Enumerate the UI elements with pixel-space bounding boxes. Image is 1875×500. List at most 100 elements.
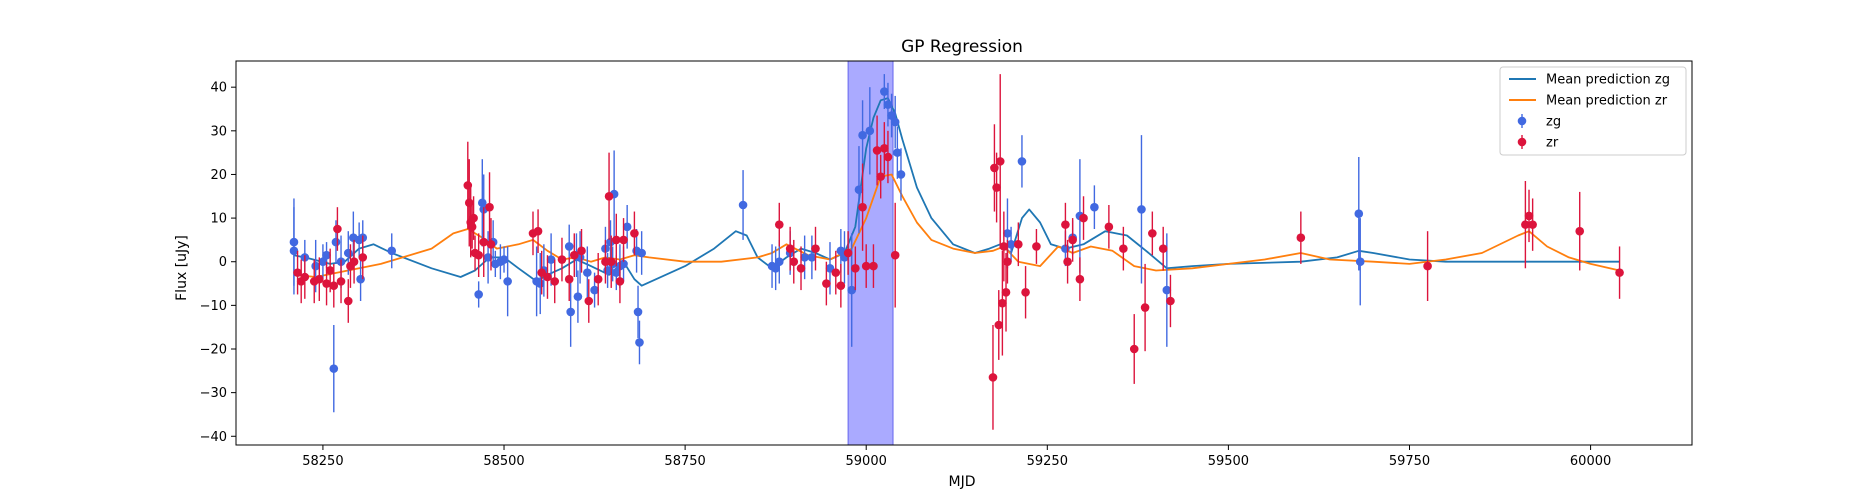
zr-point — [336, 277, 346, 286]
zg-point — [329, 364, 339, 373]
zg-point — [318, 257, 328, 267]
zg-point — [637, 248, 646, 258]
zr-point — [822, 279, 831, 288]
zr-point — [1575, 226, 1585, 236]
zg-point — [847, 285, 857, 295]
zg-point — [858, 130, 867, 140]
zr-point — [1296, 233, 1306, 243]
legend: Mean prediction zg Mean prediction zr zg zr — [1499, 66, 1687, 156]
zr-point — [557, 255, 567, 264]
zr-point — [293, 268, 302, 277]
zr-point — [584, 296, 594, 306]
zr-point — [1528, 220, 1537, 229]
zg-point — [1003, 229, 1012, 238]
zr-point — [992, 183, 1001, 192]
x-tick-label: 58500 — [483, 454, 524, 469]
zr-point — [998, 298, 1007, 308]
zg-point — [865, 126, 875, 136]
zg-point — [343, 248, 353, 258]
zg-point — [1162, 285, 1172, 295]
zg-point — [499, 255, 509, 264]
zr-point — [615, 277, 625, 286]
zr-point — [869, 261, 878, 271]
zr-point — [876, 172, 885, 181]
zr-point — [861, 261, 871, 271]
zr-point — [851, 263, 860, 273]
zr-point — [485, 202, 494, 212]
zg-point — [535, 279, 545, 288]
zr-point — [469, 213, 478, 223]
zr-point — [880, 143, 889, 153]
plot-frame — [235, 60, 1693, 446]
zr-point — [550, 277, 560, 286]
zg-point — [896, 170, 906, 179]
zr-point — [315, 274, 324, 284]
zg-point — [546, 255, 556, 264]
zg-point — [483, 253, 493, 262]
zg-point — [331, 237, 341, 247]
zr-point — [1061, 220, 1070, 229]
zg-point — [807, 253, 817, 262]
y-tick-label: 30 — [210, 124, 227, 139]
y-tick-label: 10 — [210, 212, 227, 227]
zr-point — [796, 263, 806, 273]
zg-point — [322, 250, 331, 260]
zr-point — [325, 266, 335, 275]
zr-point — [872, 146, 882, 155]
zg-point — [573, 292, 583, 301]
zg-point — [1137, 205, 1146, 214]
zr-point — [843, 248, 853, 258]
zr-point — [577, 246, 586, 256]
zg-point — [738, 200, 748, 210]
y-tick-label: −10 — [200, 299, 227, 314]
zg-point — [774, 257, 784, 267]
zr-point — [1075, 274, 1085, 284]
zr-point — [1001, 287, 1011, 297]
y-axis-label: Flux [uJy] — [174, 235, 190, 301]
zg-point — [1006, 239, 1016, 249]
zr-point — [994, 320, 1004, 330]
zr-point — [858, 202, 867, 212]
zg-point — [566, 307, 575, 317]
zr-point — [322, 279, 331, 288]
y-tick-label: −30 — [200, 386, 227, 401]
zr-point — [349, 257, 359, 267]
zg-point — [289, 246, 299, 256]
zg-point — [564, 242, 574, 251]
zr-point — [1166, 296, 1175, 306]
zr-point — [564, 274, 574, 284]
zr-point — [988, 373, 998, 382]
zg-point — [622, 222, 632, 232]
zg-point — [890, 117, 900, 127]
zr-point — [1524, 211, 1534, 221]
zr-point — [593, 274, 603, 284]
zr-point — [464, 198, 474, 208]
zr-point — [1119, 244, 1128, 253]
zr-point — [990, 163, 999, 173]
zg-point — [387, 246, 397, 256]
zr-point — [479, 237, 489, 247]
zg-point — [836, 246, 846, 256]
zr-point — [1068, 235, 1077, 245]
zg-point — [893, 148, 902, 157]
legend-box — [1499, 66, 1687, 156]
legend-label: zr — [1546, 136, 1559, 151]
zg-point — [611, 268, 621, 277]
x-tick-label: 59750 — [1389, 454, 1430, 469]
zg-point — [583, 268, 592, 277]
zr-point — [1129, 344, 1139, 354]
zg-point — [503, 277, 512, 286]
x-tick-label: 59250 — [1027, 454, 1068, 469]
legend-swatch-marker — [1517, 116, 1527, 126]
zg-point — [635, 338, 644, 347]
zr-point — [630, 229, 639, 238]
zr-point — [543, 272, 552, 282]
x-tick-label: 59500 — [1208, 454, 1249, 469]
legend-label: zg — [1546, 115, 1561, 130]
chart-title: GP Regression — [901, 37, 1023, 57]
y-tick-label: −20 — [200, 343, 227, 358]
zr-point — [1615, 268, 1624, 277]
zg-point — [854, 185, 864, 195]
x-tick-label: 58250 — [302, 454, 343, 469]
zr-point — [300, 272, 310, 282]
